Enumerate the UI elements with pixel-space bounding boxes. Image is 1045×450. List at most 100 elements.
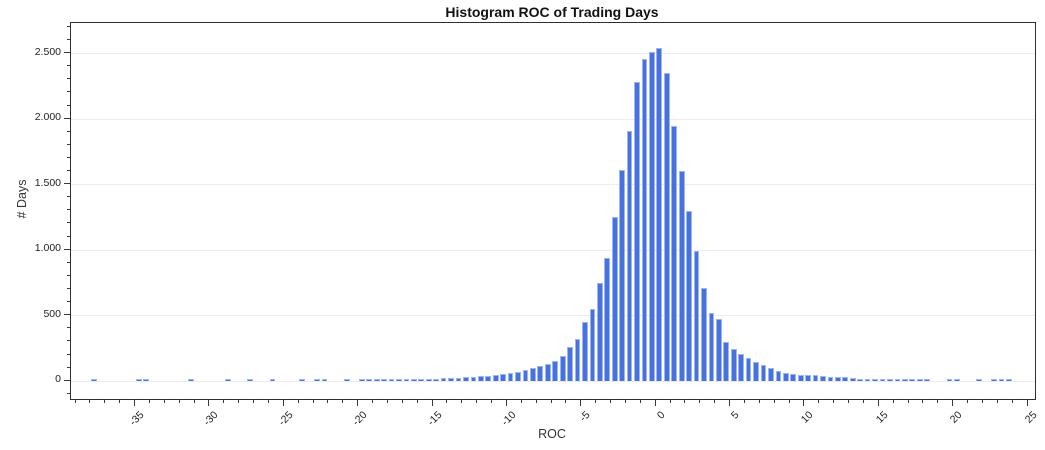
histogram-bar[interactable] bbox=[797, 374, 804, 381]
histogram-bar[interactable] bbox=[946, 379, 953, 381]
histogram-bar[interactable] bbox=[663, 73, 670, 381]
histogram-bar[interactable] bbox=[470, 376, 477, 381]
histogram-bar[interactable] bbox=[589, 309, 596, 381]
histogram-bar[interactable] bbox=[440, 378, 447, 381]
histogram-bar[interactable] bbox=[507, 373, 514, 381]
histogram-bar[interactable] bbox=[544, 363, 551, 381]
histogram-bar[interactable] bbox=[634, 81, 640, 381]
histogram-bar[interactable] bbox=[500, 374, 506, 381]
histogram-bar[interactable] bbox=[671, 125, 678, 381]
histogram-bar[interactable] bbox=[567, 346, 573, 381]
histogram-bar[interactable] bbox=[411, 379, 417, 381]
histogram-bar[interactable] bbox=[864, 379, 871, 381]
histogram-bar[interactable] bbox=[782, 372, 789, 381]
histogram-bar[interactable] bbox=[857, 378, 864, 381]
histogram-bar[interactable] bbox=[678, 171, 685, 381]
histogram-bar[interactable] bbox=[827, 376, 834, 381]
histogram-bar[interactable] bbox=[626, 130, 633, 381]
histogram-bar[interactable] bbox=[135, 379, 142, 381]
histogram-bar[interactable] bbox=[887, 379, 893, 381]
histogram-bar[interactable] bbox=[366, 379, 373, 381]
x-tick bbox=[892, 399, 894, 403]
histogram-bar[interactable] bbox=[477, 376, 484, 381]
histogram-bar[interactable] bbox=[842, 377, 849, 381]
histogram-bar[interactable] bbox=[775, 370, 782, 381]
histogram-bar[interactable] bbox=[358, 379, 365, 381]
histogram-bar[interactable] bbox=[619, 170, 626, 381]
histogram-bar[interactable] bbox=[299, 379, 306, 381]
histogram-bar[interactable] bbox=[954, 379, 960, 381]
histogram-bar[interactable] bbox=[448, 378, 454, 381]
histogram-bar[interactable] bbox=[901, 379, 908, 381]
histogram-bar[interactable] bbox=[373, 379, 380, 381]
histogram-bar[interactable] bbox=[485, 375, 492, 381]
histogram-bar[interactable] bbox=[641, 59, 648, 381]
histogram-bar[interactable] bbox=[143, 379, 149, 381]
x-tick bbox=[907, 399, 909, 403]
histogram-bar[interactable] bbox=[247, 379, 254, 381]
histogram-bar[interactable] bbox=[924, 379, 930, 381]
x-tick bbox=[848, 399, 849, 403]
histogram-bar[interactable] bbox=[582, 321, 588, 381]
histogram-bar[interactable] bbox=[1006, 379, 1012, 381]
histogram-bar[interactable] bbox=[872, 379, 878, 381]
histogram-bar[interactable] bbox=[738, 354, 745, 381]
histogram-bar[interactable] bbox=[812, 374, 819, 381]
histogram-bar[interactable] bbox=[730, 349, 737, 381]
histogram-bar[interactable] bbox=[463, 377, 469, 381]
histogram-bar[interactable] bbox=[879, 379, 886, 381]
histogram-bar[interactable] bbox=[611, 217, 618, 381]
histogram-bar[interactable] bbox=[701, 287, 707, 381]
histogram-bar[interactable] bbox=[976, 379, 983, 381]
histogram-bar[interactable] bbox=[403, 379, 410, 381]
histogram-bar[interactable] bbox=[187, 379, 194, 381]
histogram-bar[interactable] bbox=[790, 374, 797, 381]
histogram-bar[interactable] bbox=[894, 379, 901, 381]
histogram-bar[interactable] bbox=[537, 366, 544, 381]
histogram-bar[interactable] bbox=[388, 379, 395, 381]
histogram-bar[interactable] bbox=[708, 312, 715, 381]
histogram-bar[interactable] bbox=[425, 379, 432, 381]
x-tick bbox=[565, 399, 567, 403]
histogram-bar[interactable] bbox=[552, 360, 559, 381]
histogram-bar[interactable] bbox=[455, 377, 462, 381]
histogram-bar[interactable] bbox=[760, 365, 767, 381]
histogram-bar[interactable] bbox=[314, 379, 321, 381]
histogram-bar[interactable] bbox=[686, 211, 692, 381]
histogram-bar[interactable] bbox=[835, 377, 841, 381]
histogram-bar[interactable] bbox=[753, 361, 759, 381]
histogram-bar[interactable] bbox=[344, 379, 350, 381]
histogram-bar[interactable] bbox=[998, 379, 1005, 381]
histogram-bar[interactable] bbox=[820, 376, 826, 381]
histogram-bar[interactable] bbox=[723, 342, 730, 381]
histogram-bar[interactable] bbox=[745, 358, 752, 381]
histogram-bar[interactable] bbox=[492, 374, 499, 381]
histogram-bar[interactable] bbox=[991, 379, 997, 381]
histogram-bar[interactable] bbox=[574, 339, 581, 381]
x-tick bbox=[981, 399, 983, 403]
histogram-bar[interactable] bbox=[522, 370, 529, 381]
histogram-bar[interactable] bbox=[916, 379, 923, 381]
histogram-bar[interactable] bbox=[381, 379, 387, 381]
histogram-bar[interactable] bbox=[909, 379, 916, 381]
histogram-bar[interactable] bbox=[269, 379, 276, 381]
histogram-bar[interactable] bbox=[604, 257, 611, 381]
histogram-bar[interactable] bbox=[321, 379, 328, 381]
histogram-bar[interactable] bbox=[649, 51, 655, 381]
histogram-bar[interactable] bbox=[225, 379, 231, 381]
histogram-bar[interactable] bbox=[91, 379, 97, 381]
histogram-bar[interactable] bbox=[433, 378, 440, 381]
histogram-bar[interactable] bbox=[656, 47, 663, 381]
histogram-bar[interactable] bbox=[716, 319, 722, 381]
histogram-bar[interactable] bbox=[805, 375, 811, 381]
histogram-bar[interactable] bbox=[418, 379, 425, 381]
x-tick bbox=[743, 399, 745, 403]
histogram-bar[interactable] bbox=[559, 355, 566, 381]
histogram-bar[interactable] bbox=[849, 378, 856, 381]
histogram-bar[interactable] bbox=[768, 368, 774, 381]
histogram-bar[interactable] bbox=[515, 371, 521, 381]
histogram-bar[interactable] bbox=[530, 368, 536, 381]
histogram-bar[interactable] bbox=[596, 283, 603, 381]
histogram-bar[interactable] bbox=[396, 379, 402, 381]
histogram-bar[interactable] bbox=[693, 251, 700, 381]
